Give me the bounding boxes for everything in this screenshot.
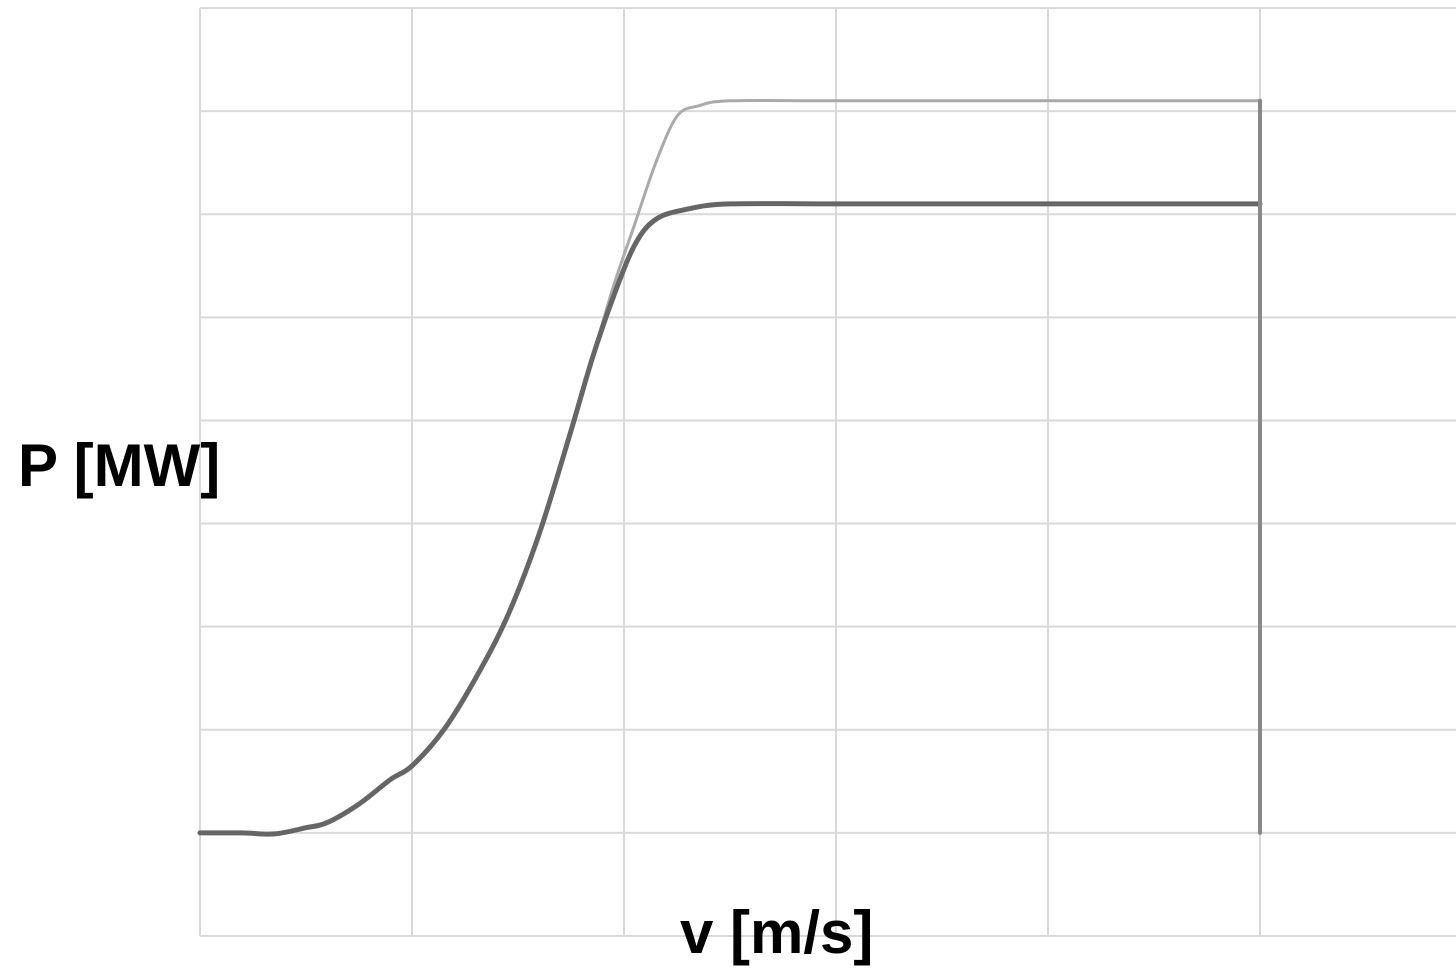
series-line-1 bbox=[197, 201, 1263, 837]
chart-series bbox=[197, 98, 1263, 837]
x-axis-label: v [m/s] bbox=[680, 899, 873, 966]
y-axis-label: P [MW] bbox=[18, 432, 220, 499]
chart-grid bbox=[199, 7, 1456, 937]
series-line-0 bbox=[198, 98, 1262, 836]
